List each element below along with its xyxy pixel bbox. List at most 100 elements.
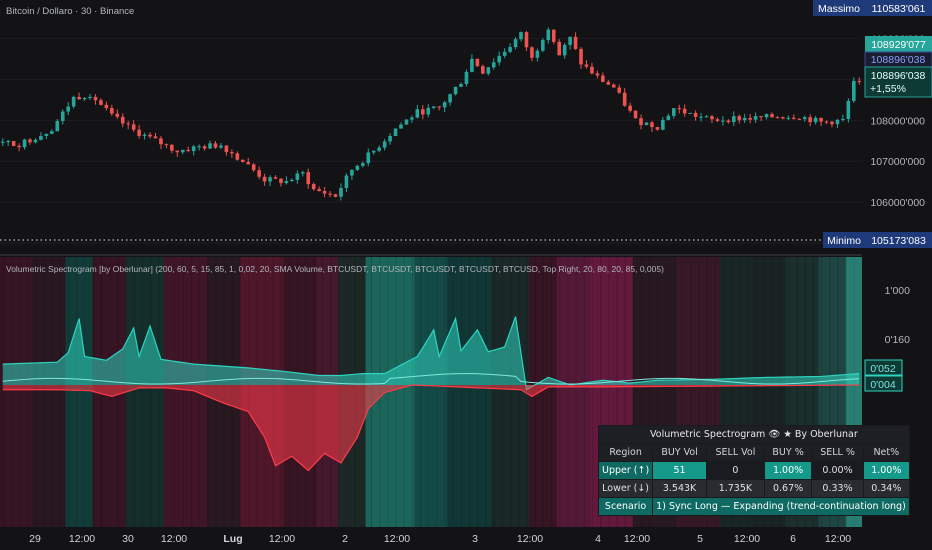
spectrogram-stripe xyxy=(665,257,667,527)
candle-body xyxy=(6,141,10,143)
lower-buy-pct: 0.67% xyxy=(763,479,813,498)
upper-sell-vol: 0 xyxy=(705,461,765,480)
last-high-badge-bg xyxy=(865,36,932,52)
price-tick-label: 107000'000 xyxy=(870,156,925,168)
spectrogram-stripe xyxy=(722,257,724,527)
candle-body xyxy=(142,134,147,136)
spectrogram-stripe xyxy=(812,257,814,527)
time-axis-bg xyxy=(0,527,932,550)
table-header: BUY % xyxy=(763,443,813,462)
candle-body xyxy=(137,129,141,136)
candle-body xyxy=(508,47,512,52)
candle-body xyxy=(131,124,136,130)
candle-body xyxy=(786,117,791,119)
indicator-upper-bg xyxy=(864,359,903,376)
time-tick-label: 12:00 xyxy=(269,533,295,545)
upper-sell-pct: 0.00% xyxy=(811,461,864,480)
indicator-title: Volumetric Spectrogram [by Oberlunar] (2… xyxy=(6,264,664,274)
last-high-badge: 108929'077 xyxy=(871,39,926,51)
candle-body xyxy=(99,100,103,105)
spectrogram-stripe xyxy=(493,257,495,527)
spectrogram-stripe xyxy=(403,257,405,527)
time-tick-label: 4 xyxy=(595,533,601,545)
spectrogram-stripe xyxy=(19,257,21,527)
spectrogram-stripe xyxy=(829,257,831,527)
candle-body xyxy=(442,102,447,108)
table-header: Region xyxy=(597,443,654,462)
candle-body xyxy=(328,193,332,195)
indicator-tick-label: 0'160 xyxy=(885,334,911,346)
spectrogram-stripe xyxy=(469,257,471,527)
candle-body xyxy=(180,149,185,153)
spectrogram-stripe xyxy=(158,257,160,527)
time-tick-label: 12:00 xyxy=(69,533,95,545)
spectrogram-stripe xyxy=(583,257,585,527)
spectrogram-stripe xyxy=(755,257,757,527)
candle-body xyxy=(628,105,632,111)
candle-body xyxy=(393,128,398,137)
candle-body xyxy=(421,109,425,115)
candle-body xyxy=(502,51,507,56)
spectrogram-stripe xyxy=(591,257,593,527)
upper-net-pct: 1.00% xyxy=(862,461,910,480)
spectrogram-stripe xyxy=(60,257,62,527)
price-grid xyxy=(0,38,862,244)
spectrogram-stripe xyxy=(845,257,847,527)
candle-body xyxy=(824,121,829,123)
candle-body xyxy=(759,116,763,118)
candle-body xyxy=(770,114,774,118)
candle-body xyxy=(655,127,660,130)
spectrogram-stripe xyxy=(2,257,4,527)
spectrogram-stripe xyxy=(853,257,855,527)
candle-body xyxy=(77,96,81,100)
candle-body xyxy=(764,114,769,118)
spectrogram-band xyxy=(414,257,448,527)
candle-body xyxy=(186,149,191,152)
spectrogram-stripe xyxy=(27,257,29,527)
candle-body xyxy=(453,86,458,95)
spectrogram-stripe xyxy=(559,257,561,527)
candle-body xyxy=(639,118,643,126)
candle-body xyxy=(524,32,529,48)
spectrogram-band xyxy=(0,257,33,527)
candle-body xyxy=(208,143,212,149)
candle-body xyxy=(300,172,305,174)
last-price-change: +1,55% xyxy=(870,83,906,95)
candle-body xyxy=(344,175,349,188)
candle-body xyxy=(415,109,420,118)
candle-body xyxy=(742,117,747,121)
table-title: Volumetric Spectrogram 👁 ★ By Oberlunar xyxy=(598,425,910,444)
candle-body xyxy=(388,136,392,142)
candle-body xyxy=(55,121,60,132)
scenario-text: 1) Sync Long — Expanding (trend-continua… xyxy=(652,497,910,516)
spectrogram-stripe xyxy=(551,257,553,527)
symbol-title: Bitcoin / Dollaro · 30 · Binance xyxy=(6,6,135,17)
candle-body xyxy=(104,104,109,109)
spectrogram-stripe xyxy=(567,257,569,527)
time-tick-label: 12:00 xyxy=(624,533,650,545)
spectrogram-stripe xyxy=(788,257,790,527)
time-tick-label: 5 xyxy=(697,533,703,545)
candle-body xyxy=(17,145,21,148)
candle-body xyxy=(88,96,92,98)
time-tick-label: 12:00 xyxy=(517,533,543,545)
candle-body xyxy=(491,62,496,68)
buy-upper-area xyxy=(2,316,860,390)
candle-body xyxy=(710,116,714,120)
candle-body xyxy=(557,41,562,56)
candle-body xyxy=(279,178,283,184)
candle-body xyxy=(197,146,201,148)
candle-body xyxy=(262,176,267,182)
lower-sell-pct: 0.33% xyxy=(811,479,864,498)
candle-body xyxy=(290,179,294,182)
candle-body xyxy=(857,80,862,82)
spectrogram-band xyxy=(125,257,164,527)
candle-body xyxy=(11,141,16,146)
max-value-badge-bg xyxy=(865,0,932,16)
candle-body xyxy=(753,116,758,120)
candle-body xyxy=(481,66,485,74)
candle-body xyxy=(71,96,76,107)
candle-body xyxy=(355,165,360,170)
time-tick-label: 12:00 xyxy=(734,533,760,545)
